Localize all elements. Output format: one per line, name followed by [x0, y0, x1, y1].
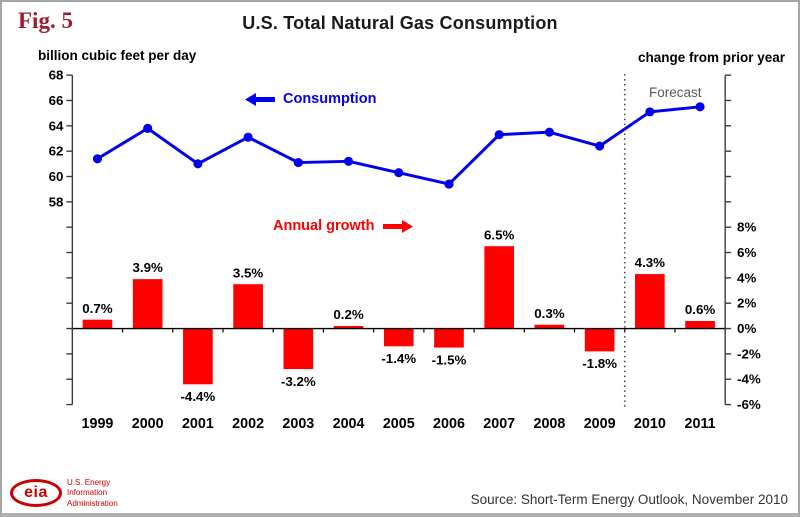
left-axis-title: billion cubic feet per day — [38, 48, 197, 63]
year-label-2011: 2011 — [685, 416, 716, 432]
bar-2000 — [132, 279, 163, 329]
right-axis-tick-label: -4% — [737, 372, 761, 387]
year-label-2005: 2005 — [383, 416, 415, 432]
eia-logo-line: Administration — [67, 498, 118, 508]
source-citation: Source: Short-Term Energy Outlook, Novem… — [470, 492, 788, 507]
bar-2003 — [283, 328, 314, 370]
line-point-2010 — [645, 107, 655, 117]
left-arrow-icon — [245, 92, 275, 106]
eia-logo: eia U.S. Energy Information Administrati… — [10, 478, 118, 509]
bar-value-label: -3.2% — [281, 374, 316, 389]
bar-value-label: 0.6% — [685, 302, 716, 317]
year-label-2002: 2002 — [232, 416, 264, 432]
bar-value-label: -1.4% — [381, 351, 416, 366]
bar-2010 — [635, 274, 665, 329]
left-axis-tick-label: 58 — [49, 194, 64, 209]
line-point-2006 — [444, 179, 454, 189]
bar-value-label: 3.9% — [132, 260, 163, 275]
line-point-2001 — [193, 159, 203, 169]
consumption-legend: Consumption — [245, 91, 376, 107]
right-axis-tick-label: 6% — [737, 245, 756, 260]
bar-2006 — [434, 328, 464, 348]
line-point-1999 — [92, 154, 103, 164]
eia-logo-text: U.S. Energy Information Administration — [67, 478, 118, 509]
eia-logo-acronym: eia — [24, 484, 48, 502]
annual-growth-legend: Annual growth — [273, 218, 413, 234]
line-point-2007 — [494, 130, 504, 140]
year-label-2010: 2010 — [634, 416, 666, 432]
year-label-1999: 1999 — [82, 416, 114, 432]
right-axis-tick-label: -2% — [737, 346, 761, 361]
line-point-2008 — [544, 127, 554, 137]
chart-title: U.S. Total Natural Gas Consumption — [242, 13, 558, 33]
year-label-2008: 2008 — [533, 416, 565, 432]
year-label-2003: 2003 — [282, 416, 314, 432]
right-axis-tick-label: -6% — [737, 397, 761, 412]
line-point-2002 — [243, 132, 253, 142]
bar-value-label: 0.2% — [333, 307, 364, 322]
bar-value-label: 3.5% — [233, 265, 264, 280]
left-axis-tick-label: 62 — [49, 144, 64, 159]
bar-2005 — [383, 328, 414, 347]
line-point-2009 — [595, 141, 605, 151]
bar-2011 — [685, 320, 715, 329]
right-axis-tick-label: 2% — [737, 296, 756, 311]
line-point-2005 — [394, 168, 404, 178]
consumption-legend-label: Consumption — [283, 91, 377, 107]
year-label-2006: 2006 — [433, 416, 465, 432]
year-label-2000: 2000 — [132, 416, 164, 432]
eia-logo-line: U.S. Energy — [67, 477, 111, 487]
right-arrow-icon — [382, 219, 413, 233]
bar-value-label: 0.3% — [534, 306, 565, 321]
bar-value-label: -1.5% — [432, 352, 467, 367]
line-point-2000 — [143, 123, 153, 133]
bar-2009 — [584, 328, 615, 352]
bar-value-label: 0.7% — [82, 301, 113, 316]
annual-growth-legend-label: Annual growth — [273, 218, 375, 234]
right-axis-title: change from prior year — [637, 50, 785, 65]
bar-2008 — [534, 324, 565, 329]
left-axis-tick-label: 64 — [49, 118, 64, 133]
year-label-2007: 2007 — [483, 416, 515, 432]
year-label-2009: 2009 — [584, 416, 616, 432]
bar-2007 — [484, 246, 515, 329]
forecast-label: Forecast — [649, 85, 702, 100]
left-axis-tick-label: 60 — [49, 169, 64, 184]
eia-logo-line: Information — [67, 488, 108, 498]
figure-number-label: Fig. 5 — [18, 8, 73, 33]
bar-2002 — [233, 284, 263, 329]
bar-value-label: 4.3% — [635, 255, 666, 270]
left-axis-tick-label: 68 — [49, 68, 64, 83]
bar-value-label: -4.4% — [180, 389, 215, 404]
line-point-2004 — [343, 156, 354, 166]
bar-1999 — [82, 319, 113, 329]
line-point-2011 — [695, 102, 705, 112]
year-label-2001: 2001 — [182, 416, 214, 432]
eia-logo-oval: eia — [10, 479, 62, 508]
left-axis-tick-label: 66 — [49, 93, 64, 108]
bar-value-label: 6.5% — [484, 227, 515, 242]
right-axis-tick-label: 8% — [737, 220, 756, 235]
right-axis-tick-label: 0% — [737, 321, 756, 336]
right-axis-tick-label: 4% — [737, 270, 756, 285]
line-point-2003 — [293, 158, 303, 168]
bar-value-label: -1.8% — [582, 356, 617, 371]
year-label-2004: 2004 — [333, 416, 365, 432]
bar-2001 — [183, 328, 213, 385]
bar-2004 — [333, 326, 364, 329]
